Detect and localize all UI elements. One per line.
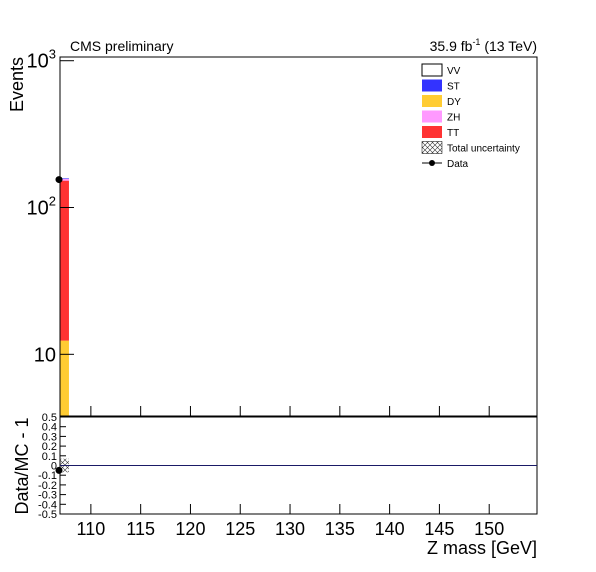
bar: [60, 340, 69, 416]
y-tick-exp: 2: [49, 194, 56, 209]
ratio-axis-label: Data/MC - 1: [12, 417, 32, 514]
ratio-y-tick-label: -0.1: [38, 470, 57, 482]
lumi-label: 35.9 fb-1 (13 TeV): [430, 37, 537, 54]
bar: [60, 180, 69, 341]
x-tick-label: 110: [77, 519, 106, 539]
legend-swatch: [422, 126, 442, 138]
ratio-y-tick-label: -0.3: [38, 490, 57, 502]
ratio-y-tick-label: 0.1: [42, 451, 57, 463]
x-tick-label: 115: [126, 519, 155, 539]
legend-swatch: [422, 95, 442, 107]
x-tick-label: 130: [275, 519, 305, 539]
legend-label: TT: [447, 128, 459, 139]
legend-label: DY: [447, 97, 461, 108]
legend-label: VV: [447, 66, 461, 77]
y-tick-exp: 3: [49, 47, 56, 62]
y-tick-base: 10: [27, 198, 49, 220]
ratio-y-tick-label: 0: [51, 461, 57, 473]
legend-swatch: [422, 110, 442, 123]
y-tick-label: 10: [34, 344, 56, 366]
x-tick-label: 145: [424, 519, 454, 539]
x-axis-label: Z mass [GeV]: [427, 538, 537, 558]
x-tick-label: 125: [225, 519, 255, 539]
y-tick-label: 103: [27, 47, 56, 73]
legend-label: Total uncertainty: [447, 144, 520, 155]
data-point: [55, 176, 63, 184]
bar: [60, 178, 69, 180]
legend-label: ZH: [447, 113, 460, 124]
ratio-y-tick-label: 0.4: [42, 422, 57, 434]
ratio-y-tick-label: 0.5: [42, 412, 57, 424]
ratio-point: [55, 466, 63, 474]
chart-title: CMS preliminary: [70, 38, 173, 54]
legend-label: ST: [447, 82, 460, 93]
legend-swatch: [422, 79, 442, 92]
plot-frame: [59, 56, 538, 417]
legend-label: Data: [447, 159, 469, 170]
ratio-y-tick-label: -0.4: [38, 499, 57, 511]
x-tick-label: 135: [325, 519, 355, 539]
y-axis-label: Events: [7, 57, 27, 112]
ratio-y-tick-label: -0.2: [38, 480, 57, 492]
y-tick-label: 102: [27, 194, 56, 220]
bar: [60, 179, 69, 181]
legend-swatch: [421, 63, 443, 77]
ratio-y-tick-label: 0.2: [42, 441, 57, 453]
ratio-y-tick-label: 0.3: [42, 431, 57, 443]
ratio-y-tick-label: -0.5: [38, 509, 57, 521]
y-tick-base: 10: [27, 51, 49, 73]
x-tick-label: 150: [474, 519, 504, 539]
legend-swatch: [421, 141, 443, 154]
x-tick-label: 120: [175, 519, 205, 539]
x-tick-label: 140: [375, 519, 405, 539]
legend-marker: [429, 160, 435, 166]
